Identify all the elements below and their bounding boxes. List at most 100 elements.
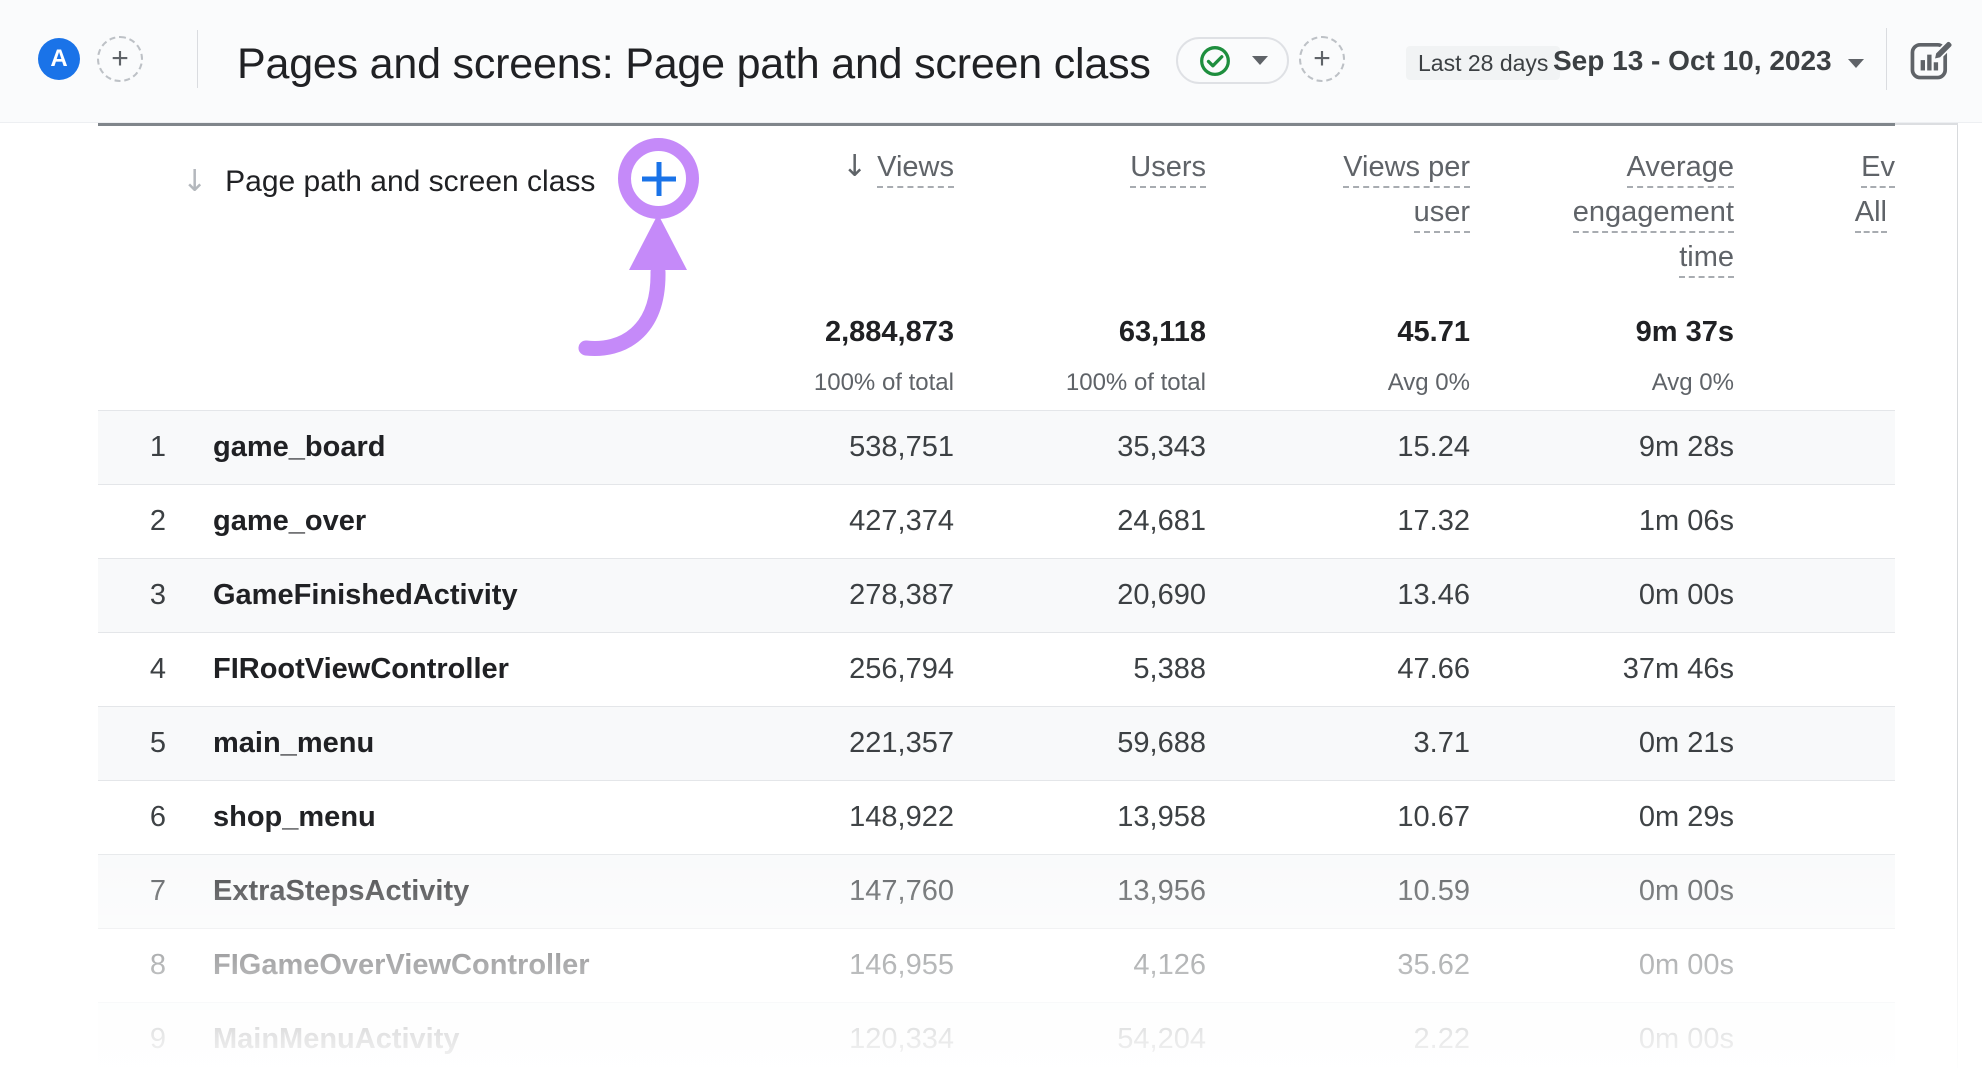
column-header-views[interactable]: ↓ Views: [713, 152, 960, 287]
row-views: 146,955: [849, 949, 954, 981]
row-views: 147,760: [849, 875, 954, 907]
row-views: 427,374: [849, 505, 954, 537]
total-views-per-user: 45.71: [1397, 316, 1470, 348]
totals-subtext-row: 100% of total 100% of total Avg 0% Avg 0…: [98, 369, 1895, 397]
row-views-per-user: 15.24: [1397, 431, 1470, 463]
column-header-avg-engagement-time[interactable]: Average engagement time: [1476, 152, 1740, 287]
report-status-button[interactable]: [1176, 37, 1289, 84]
customize-report-button[interactable]: [1906, 34, 1956, 84]
row-rank: 8: [149, 949, 166, 981]
row-avg-engagement-time: 0m 00s: [1638, 579, 1734, 611]
table-row: 2 game_over 427,374 24,681 17.32 1m 06s: [98, 484, 1895, 558]
row-views: 256,794: [849, 653, 954, 685]
row-rank: 2: [149, 505, 166, 537]
row-page-name: game_over: [213, 505, 367, 537]
dimension-header-label[interactable]: Page path and screen class: [225, 165, 596, 198]
table-row: 8 FIGameOverViewController 146,955 4,126…: [98, 928, 1895, 1002]
table-border-extension: [1895, 123, 1958, 125]
row-page-name: FIRootViewController: [213, 653, 509, 685]
total-users: 63,118: [1118, 316, 1206, 348]
sort-descending-icon: ↓: [842, 149, 868, 184]
page-title: Pages and screens: Page path and screen …: [237, 40, 1151, 88]
row-rank: 1: [149, 431, 166, 463]
row-page-name: FIGameOverViewController: [213, 949, 590, 981]
add-comparison-button[interactable]: +: [97, 36, 143, 82]
table-row: 3 GameFinishedActivity 278,387 20,690 13…: [98, 558, 1895, 632]
row-views-per-user: 10.67: [1397, 801, 1470, 833]
total-avg-engagement-subtext: Avg 0%: [1651, 369, 1734, 396]
total-users-subtext: 100% of total: [1065, 369, 1206, 396]
column-header-event-count[interactable]: Ev All: [1740, 152, 1895, 287]
row-rank: 3: [149, 579, 166, 611]
row-page-name: ExtraStepsActivity: [213, 875, 470, 907]
row-users: 13,958: [1117, 801, 1206, 833]
table-row: 5 main_menu 221,357 59,688 3.71 0m 21s: [98, 706, 1895, 780]
row-avg-engagement-time: 0m 21s: [1638, 727, 1734, 759]
card-right-divider: [1957, 125, 1958, 1068]
chevron-down-icon: [1251, 56, 1268, 65]
column-headers-row: ↓ Views Users Views per user Average eng…: [98, 152, 1895, 287]
row-page-name: game_board: [213, 431, 386, 463]
date-range-selector[interactable]: Sep 13 - Oct 10, 2023: [1553, 45, 1864, 77]
row-users: 4,126: [1133, 949, 1206, 981]
row-page-name: shop_menu: [213, 801, 376, 833]
plus-icon: [639, 159, 679, 199]
totals-row: 2,884,873 63,118 45.71 9m 37s: [98, 316, 1895, 349]
report-table: ↓ Page path and screen class ↓ Vie: [98, 123, 1895, 1068]
row-views: 120,334: [849, 1023, 954, 1055]
row-views-per-user: 2.22: [1413, 1023, 1470, 1055]
row-avg-engagement-time: 0m 00s: [1638, 875, 1734, 907]
add-insight-button[interactable]: +: [1299, 36, 1345, 82]
row-views: 278,387: [849, 579, 954, 611]
row-avg-engagement-time: 37m 46s: [1622, 653, 1734, 685]
customize-report-icon: [1907, 35, 1955, 83]
divider: [1886, 28, 1887, 90]
row-avg-engagement-time: 0m 29s: [1638, 801, 1734, 833]
row-users: 5,388: [1133, 653, 1206, 685]
column-header-users[interactable]: Users: [960, 152, 1212, 287]
plus-icon: +: [1313, 42, 1331, 75]
dimension-header: ↓ Page path and screen class: [182, 156, 636, 208]
table-row: 9 MainMenuActivity 120,334 54,204 2.22 0…: [98, 1002, 1895, 1068]
row-views-per-user: 13.46: [1397, 579, 1470, 611]
row-views-per-user: 47.66: [1397, 653, 1470, 685]
total-avg-engagement: 9m 37s: [1635, 316, 1734, 348]
row-rank: 6: [149, 801, 166, 833]
column-header-views-per-user[interactable]: Views per user: [1212, 152, 1476, 287]
row-users: 20,690: [1117, 579, 1206, 611]
chevron-down-icon: [1847, 58, 1864, 68]
row-users: 35,343: [1117, 431, 1206, 463]
row-page-name: MainMenuActivity: [213, 1023, 460, 1055]
row-avg-engagement-time: 9m 28s: [1638, 431, 1734, 463]
row-page-name: GameFinishedActivity: [213, 579, 518, 611]
top-bar: A + Pages and screens: Page path and scr…: [0, 0, 1982, 123]
row-views-per-user: 10.59: [1397, 875, 1470, 907]
row-users: 59,688: [1117, 727, 1206, 759]
plus-icon: +: [111, 42, 129, 75]
check-circle-icon: [1198, 44, 1232, 78]
total-views-subtext: 100% of total: [813, 369, 954, 396]
row-users: 24,681: [1117, 505, 1206, 537]
row-views: 221,357: [849, 727, 954, 759]
row-rank: 5: [149, 727, 166, 759]
row-views: 538,751: [849, 431, 954, 463]
sort-descending-icon: ↓: [182, 164, 208, 199]
event-filter-label: All: [1854, 197, 1887, 233]
row-avg-engagement-time: 0m 00s: [1638, 949, 1734, 981]
avatar[interactable]: A: [38, 38, 80, 80]
table-row: 1 game_board 538,751 35,343 15.24 9m 28s: [98, 410, 1895, 484]
row-avg-engagement-time: 1m 06s: [1638, 505, 1734, 537]
row-avg-engagement-time: 0m 00s: [1638, 1023, 1734, 1055]
table-row: 7 ExtraStepsActivity 147,760 13,956 10.5…: [98, 854, 1895, 928]
row-users: 54,204: [1117, 1023, 1206, 1055]
table-header: ↓ Page path and screen class ↓ Vie: [98, 126, 1895, 410]
date-range-value: Sep 13 - Oct 10, 2023: [1553, 45, 1832, 76]
row-views-per-user: 35.62: [1397, 949, 1470, 981]
row-rank: 7: [149, 875, 166, 907]
table-body: 1 game_board 538,751 35,343 15.24 9m 28s…: [98, 410, 1895, 1068]
row-rank: 9: [149, 1023, 166, 1055]
date-range-preset-badge: Last 28 days: [1406, 46, 1561, 80]
divider: [197, 30, 198, 88]
total-views: 2,884,873: [824, 316, 954, 348]
